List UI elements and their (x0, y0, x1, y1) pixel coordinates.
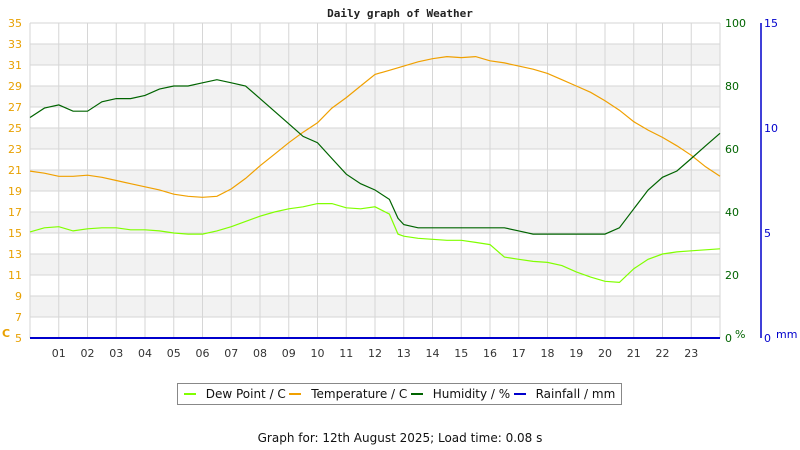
svg-text:09: 09 (282, 347, 296, 360)
svg-text:16: 16 (483, 347, 497, 360)
temperature-cline (29, 55, 721, 198)
chart-legend: Dew Point / C Temperature / C Humidity /… (177, 383, 622, 405)
svg-text:19: 19 (569, 347, 583, 360)
svg-text:13: 13 (8, 248, 22, 261)
temperature-swatch (289, 393, 302, 395)
svg-text:0: 0 (725, 332, 732, 345)
svg-text:25: 25 (8, 122, 22, 135)
svg-text:10: 10 (311, 347, 325, 360)
svg-text:0: 0 (764, 332, 771, 345)
svg-text:02: 02 (81, 347, 95, 360)
svg-text:20: 20 (725, 269, 739, 282)
svg-text:15: 15 (8, 227, 22, 240)
svg-text:9: 9 (15, 290, 22, 303)
rainfall-swatch (513, 393, 526, 395)
svg-text:07: 07 (224, 347, 238, 360)
svg-text:21: 21 (627, 347, 641, 360)
graph-footer: Graph for: 12th August 2025; Load time: … (257, 431, 543, 445)
legend-label: Rainfall / mm (535, 387, 616, 401)
rainfall-axis: 0 5 10 15 mm (760, 17, 797, 345)
svg-text:7: 7 (15, 311, 22, 324)
svg-text:27: 27 (8, 101, 22, 114)
hour-axis: 01 02 03 04 05 06 07 08 09 10 11 12 13 14 15 16 17 18 19 20… (52, 347, 699, 360)
svg-text:23: 23 (684, 347, 698, 360)
svg-text:33: 33 (8, 38, 22, 51)
svg-text:C: C (2, 327, 10, 340)
humidity-axis: 0 20 40 60 80 100% (725, 17, 746, 345)
svg-text:06: 06 (196, 347, 210, 360)
svg-text:35: 35 (8, 17, 22, 30)
svg-text:04: 04 (138, 347, 152, 360)
chart-title: Daily graph of Weather (327, 7, 473, 20)
svg-text:23: 23 (8, 143, 22, 156)
svg-text:01: 01 (52, 347, 66, 360)
svg-text:13: 13 (397, 347, 411, 360)
svg-text:11: 11 (8, 269, 22, 282)
series-lines (29, 55, 721, 339)
svg-text:15: 15 (764, 17, 778, 30)
svg-text:17: 17 (512, 347, 526, 360)
svg-text:17: 17 (8, 206, 22, 219)
dew-point-cline (29, 203, 721, 284)
svg-text:40: 40 (725, 206, 739, 219)
svg-text:05: 05 (167, 347, 181, 360)
temperature-axis: 5 7 9 11 13 15 17 19 21 23 25 27 29 31 33 35 C (2, 17, 22, 345)
svg-text:31: 31 (8, 59, 22, 72)
legend-item-dew-point: Dew Point / C (183, 387, 286, 401)
svg-text:14: 14 (426, 347, 440, 360)
dew-point-swatch (183, 393, 196, 395)
svg-text:18: 18 (541, 347, 555, 360)
svg-text:12: 12 (368, 347, 382, 360)
legend-item-temperature: Temperature / C (289, 387, 407, 401)
svg-text:mm: mm (776, 328, 797, 341)
svg-text:20: 20 (598, 347, 612, 360)
svg-text:10: 10 (764, 122, 778, 135)
svg-text:5: 5 (764, 227, 771, 240)
svg-text:29: 29 (8, 80, 22, 93)
humidity-swatch (410, 393, 423, 395)
svg-text:21: 21 (8, 164, 22, 177)
svg-text:08: 08 (253, 347, 267, 360)
svg-text:100: 100 (725, 17, 746, 30)
svg-text:15: 15 (454, 347, 468, 360)
legend-label: Humidity / % (432, 387, 511, 401)
legend-label: Temperature / C (311, 387, 408, 401)
legend-item-rainfall: Rainfall / mm (513, 387, 616, 401)
legend-label: Dew Point / C (205, 387, 286, 401)
svg-text:%: % (735, 328, 745, 341)
humidity-line (29, 79, 721, 235)
svg-text:22: 22 (656, 347, 670, 360)
svg-text:80: 80 (725, 80, 739, 93)
svg-text:5: 5 (15, 332, 22, 345)
svg-text:19: 19 (8, 185, 22, 198)
legend-item-humidity: Humidity / % (410, 387, 511, 401)
svg-text:60: 60 (725, 143, 739, 156)
svg-text:11: 11 (339, 347, 353, 360)
svg-text:03: 03 (109, 347, 123, 360)
